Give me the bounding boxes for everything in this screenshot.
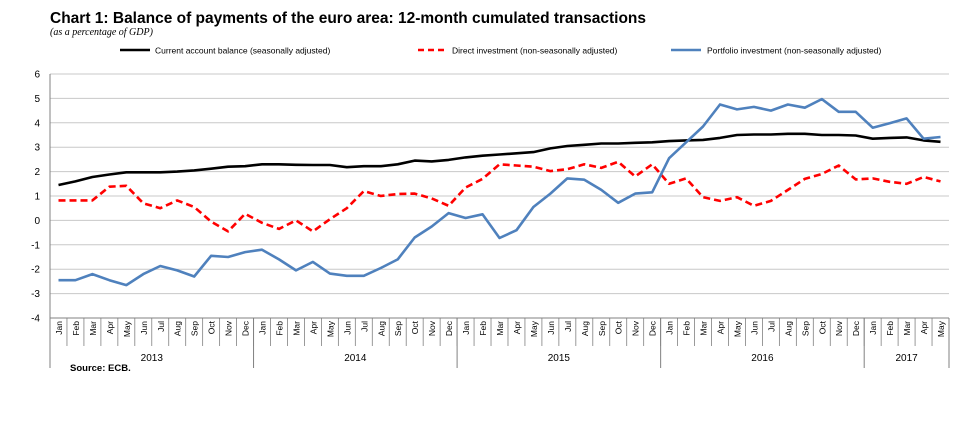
- source-note: Source: ECB.: [70, 363, 131, 374]
- x-tick-label: Nov: [631, 320, 641, 336]
- x-tick-label: Jun: [546, 321, 556, 335]
- year-label: 2016: [751, 353, 774, 364]
- x-tick-label: Feb: [274, 321, 284, 336]
- x-tick-label: Mar: [495, 321, 505, 336]
- y-tick-label: 0: [34, 216, 40, 227]
- y-tick-label: 5: [34, 94, 40, 105]
- x-tick-label: Nov: [427, 320, 437, 336]
- x-tick-label: Nov: [224, 320, 234, 336]
- x-tick-label: Dec: [648, 320, 658, 336]
- x-tick-label: Oct: [817, 320, 827, 334]
- x-tick-label: Aug: [173, 321, 183, 336]
- series-line: [58, 160, 941, 233]
- x-tick-label: Jan: [868, 321, 878, 335]
- x-tick-label: Oct: [410, 320, 420, 334]
- x-tick-label: Aug: [376, 321, 386, 336]
- year-label: 2014: [344, 353, 367, 364]
- x-tick-label: Oct: [614, 320, 624, 334]
- x-tick-label: Oct: [207, 320, 217, 334]
- x-tick-label: Apr: [512, 321, 522, 334]
- x-tick-label: May: [529, 320, 539, 337]
- series-1: [58, 132, 941, 187]
- gridlines: [50, 73, 949, 319]
- x-tick-label: Aug: [580, 321, 590, 336]
- x-tick-label: Sep: [597, 321, 607, 336]
- y-tick-label: 2: [34, 167, 40, 178]
- series-line: [58, 97, 941, 287]
- x-tick-label: Feb: [885, 321, 895, 336]
- x-tick-label: Apr: [308, 321, 318, 334]
- series-2: [58, 160, 941, 233]
- x-tick-label: May: [936, 320, 946, 337]
- x-tick-label: Jul: [766, 321, 776, 332]
- y-tick-label: 4: [34, 118, 40, 129]
- x-tick-label: Jul: [359, 321, 369, 332]
- x-tick-label: Mar: [291, 321, 301, 336]
- x-tick-label: May: [732, 320, 742, 337]
- x-tick-label: Aug: [783, 321, 793, 336]
- chart-title: Chart 1: Balance of payments of the euro…: [50, 10, 647, 27]
- x-tick-label: Sep: [190, 321, 200, 336]
- year-label: 2017: [895, 353, 918, 364]
- x-tick-label: Nov: [834, 320, 844, 336]
- y-tick-label: 6: [34, 70, 40, 81]
- x-tick-label: Apr: [105, 321, 115, 334]
- x-tick-label: Dec: [241, 320, 251, 336]
- x-tick-label: Feb: [478, 321, 488, 336]
- x-tick-label: Apr: [716, 321, 726, 334]
- x-tick-label: Jul: [563, 321, 573, 332]
- y-tick-label: 1: [34, 192, 40, 203]
- legend-label: Portfolio investment (non-seasonally adj…: [707, 46, 882, 56]
- x-tick-label: Feb: [682, 321, 692, 336]
- x-tick-label: Apr: [919, 321, 929, 334]
- x-tick-label: Jun: [749, 321, 759, 335]
- x-tick-label: Sep: [800, 321, 810, 336]
- x-tick-label: Feb: [71, 321, 81, 336]
- legend-label: Current account balance (seasonally adju…: [155, 46, 330, 56]
- y-tick-label: -3: [31, 289, 40, 300]
- x-tick-label: Dec: [851, 320, 861, 336]
- year-label: 2015: [548, 353, 571, 364]
- x-tick-label: Jun: [139, 321, 149, 335]
- y-tick-label: -2: [31, 265, 40, 276]
- x-tick-label: May: [325, 320, 335, 337]
- series-3: [58, 97, 941, 287]
- x-tick-label: Jan: [54, 321, 64, 335]
- y-tick-label: -1: [31, 240, 40, 251]
- year-label: 2013: [141, 353, 164, 364]
- x-tick-label: Dec: [444, 320, 454, 336]
- legend-label: Direct investment (non-seasonally adjust…: [452, 46, 618, 56]
- x-tick-label: May: [122, 320, 132, 337]
- chart-subtitle: (as a percentage of GDP): [50, 27, 153, 38]
- series-line: [58, 132, 941, 187]
- x-tick-label: Jan: [258, 321, 268, 335]
- y-tick-label: 3: [34, 143, 40, 154]
- x-tick-label: Mar: [88, 321, 98, 336]
- x-tick-label: Jun: [342, 321, 352, 335]
- x-tick-label: Jan: [461, 321, 471, 335]
- x-tick-label: Jan: [665, 321, 675, 335]
- x-tick-label: Mar: [699, 321, 709, 336]
- x-tick-label: Sep: [393, 321, 403, 336]
- x-tick-label: Jul: [156, 321, 166, 332]
- x-tick-label: Mar: [902, 321, 912, 336]
- y-tick-label: -4: [31, 314, 40, 325]
